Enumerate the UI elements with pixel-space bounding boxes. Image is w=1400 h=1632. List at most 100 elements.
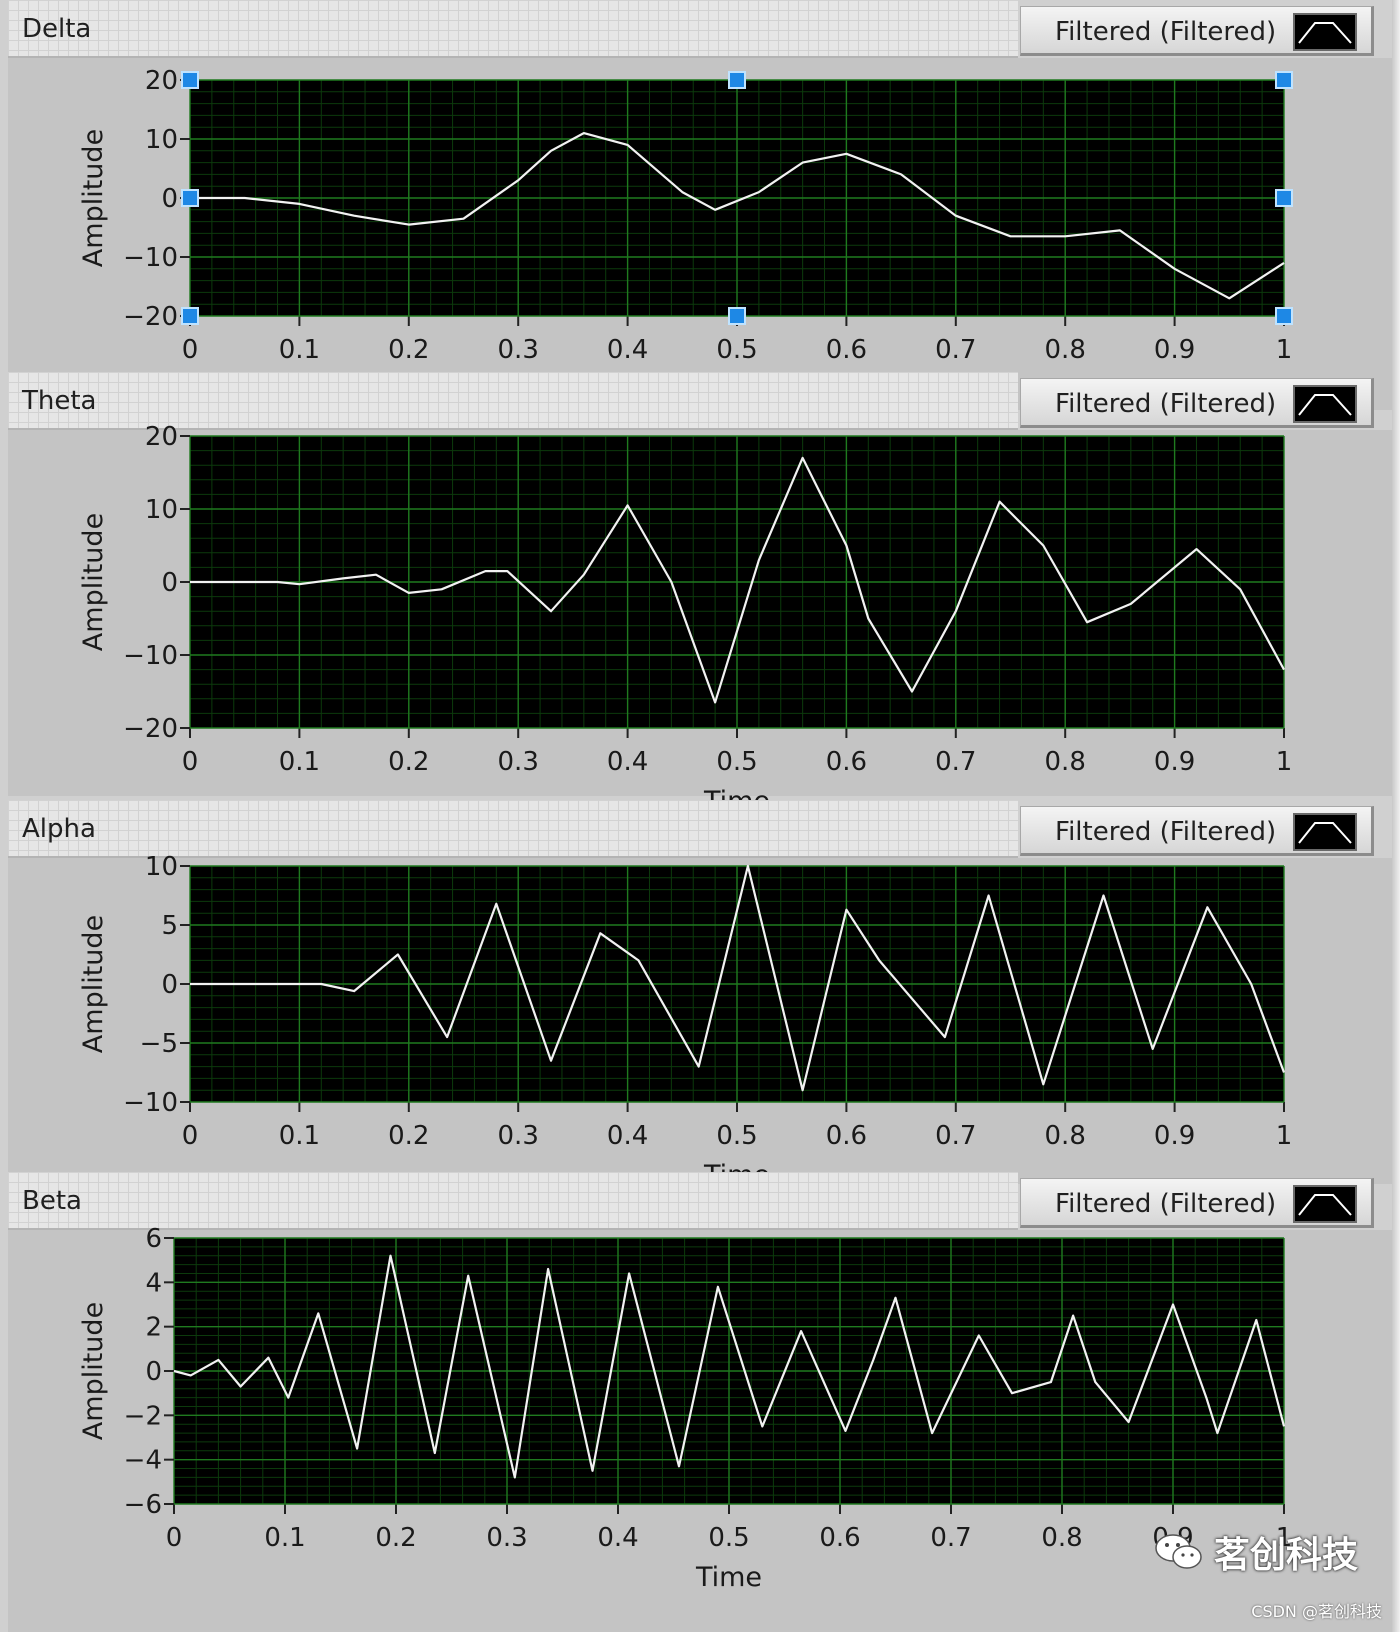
- x-tick-label: 0.5: [716, 747, 757, 777]
- line-chart-delta: 0 0.1 0.2 0.3 0.4 0.5 0.6 0.7 0.8 0.9 1 20 10 0 −10 −20…: [78, 66, 1293, 405]
- x-tick-label: 0.7: [930, 1523, 971, 1553]
- y-tick-label: −20: [123, 302, 178, 332]
- x-tick-label: 0.1: [279, 747, 320, 777]
- x-tick-label: 0.8: [1045, 1121, 1086, 1151]
- window-right-edge: [1392, 0, 1400, 1632]
- x-tick-label: 0.1: [279, 335, 320, 365]
- x-tick-label: 0: [182, 335, 199, 365]
- x-tick-label: 0.3: [498, 1121, 539, 1151]
- x-tick-label: 0.3: [498, 335, 539, 365]
- x-tick-label: 0.7: [935, 335, 976, 365]
- plot-body: 00.10.20.30.40.50.60.70.80.916420−2−4−6T…: [8, 1224, 1392, 1632]
- y-tick-label: 20: [145, 66, 178, 96]
- x-tick-label: 0.6: [819, 1523, 860, 1553]
- y-tick-label: 4: [145, 1268, 162, 1298]
- plot-legend[interactable]: Filtered (Filtered): [1020, 378, 1374, 428]
- y-tick-label: −10: [123, 243, 178, 273]
- legend-label: Filtered (Filtered): [1055, 817, 1277, 847]
- x-tick-label: 0.2: [388, 335, 429, 365]
- x-tick-label: 0.2: [375, 1523, 416, 1553]
- plot-legend[interactable]: Filtered (Filtered): [1020, 6, 1374, 56]
- resize-handle[interactable]: [181, 307, 199, 325]
- legend-swatch-icon[interactable]: [1293, 813, 1357, 851]
- chart-panel-theta: Theta Filtered (Filtered) 0 0.1 0.2 0.3 0.4 0…: [0, 372, 1392, 817]
- y-axis-title: Amplitude: [78, 915, 109, 1053]
- x-tick-label: 0.5: [716, 335, 757, 365]
- y-tick-label: 0: [161, 184, 178, 214]
- x-tick-label: 0.6: [826, 1121, 867, 1151]
- x-tick-label: 0.2: [388, 1121, 429, 1151]
- chart-title: Alpha: [22, 814, 96, 844]
- y-tick-label: −2: [124, 1401, 162, 1431]
- y-tick-label: 10: [145, 495, 178, 525]
- x-tick-label: 0.8: [1041, 1523, 1082, 1553]
- y-tick-label: 0: [145, 1357, 162, 1387]
- x-tick-label: 0.6: [826, 747, 867, 777]
- resize-handle[interactable]: [1275, 189, 1293, 207]
- x-tick-label: 0.2: [388, 747, 429, 777]
- watermark: 茗创科技: [1154, 1526, 1358, 1578]
- y-tick-label: −10: [123, 1088, 178, 1118]
- chart-panel-delta: Delta Filtered (Filtered) 0 0.1 0.2 0.3 0.4 0…: [0, 0, 1392, 410]
- resize-handle[interactable]: [1275, 71, 1293, 89]
- x-tick-label: 0.3: [498, 747, 539, 777]
- y-tick-label: 10: [145, 125, 178, 155]
- x-tick-label: 0.4: [607, 747, 648, 777]
- resize-handle[interactable]: [1275, 307, 1293, 325]
- x-tick-label: 0.8: [1045, 335, 1086, 365]
- x-tick-label: 0.7: [935, 747, 976, 777]
- x-tick-label: 0: [182, 1121, 199, 1151]
- watermark-brand: 茗创科技: [1213, 1535, 1358, 1576]
- resize-handle[interactable]: [728, 307, 746, 325]
- resize-handle[interactable]: [728, 71, 746, 89]
- chart-panel-beta: Beta Filtered (Filtered) 0 0.1 0.2 0.3 0.4 0.…: [0, 1172, 1392, 1632]
- x-tick-label: 0.1: [279, 1121, 320, 1151]
- chart-title: Delta: [22, 14, 92, 44]
- legend-label: Filtered (Filtered): [1055, 389, 1277, 419]
- panel-header: Beta: [8, 1172, 1018, 1231]
- legend-label: Filtered (Filtered): [1055, 1189, 1277, 1219]
- y-tick-label: 10: [145, 852, 178, 882]
- y-tick-label: 5: [161, 911, 178, 941]
- x-tick-label: 0.4: [607, 335, 648, 365]
- y-tick-label: −6: [124, 1490, 162, 1520]
- legend-swatch-icon[interactable]: [1293, 13, 1357, 51]
- y-tick-label: 6: [145, 1224, 162, 1254]
- x-tick-label: 0: [182, 747, 199, 777]
- panel-header: Theta: [8, 372, 1018, 431]
- x-tick-label: 1: [1276, 335, 1293, 365]
- line-chart-alpha: 00.10.20.30.40.50.60.70.80.911050−5−10Ti…: [78, 852, 1293, 1191]
- legend-swatch-icon[interactable]: [1293, 385, 1357, 423]
- plot-body: 0 0.1 0.2 0.3 0.4 0.5 0.6 0.7 0.8 0.9 1 20 10 0 −10 −20…: [8, 422, 1392, 817]
- plot-legend[interactable]: Filtered (Filtered): [1020, 1178, 1374, 1228]
- x-tick-label: 0.6: [826, 335, 867, 365]
- y-tick-label: −4: [124, 1446, 162, 1476]
- line-chart-theta: 0 0.1 0.2 0.3 0.4 0.5 0.6 0.7 0.8 0.9 1 20 10 0 −10 −20…: [78, 422, 1293, 817]
- x-tick-label: 0.9: [1154, 747, 1195, 777]
- x-tick-label: 0.9: [1154, 1121, 1195, 1151]
- x-tick-label: 0.3: [486, 1523, 527, 1553]
- plot-body: 0 0.1 0.2 0.3 0.4 0.5 0.6 0.7 0.8 0.9 1 20 10 0 −10 −20…: [8, 58, 1392, 410]
- x-tick-label: 0: [166, 1523, 183, 1553]
- panel-header: Delta: [8, 0, 1018, 59]
- plot-legend[interactable]: Filtered (Filtered): [1020, 806, 1374, 856]
- chart-panel-alpha: Alpha Filtered (Filtered) 0 0.1 0.2 0.3 0.4 0…: [0, 800, 1392, 1191]
- x-tick-label: 0.4: [607, 1121, 648, 1151]
- chart-title: Beta: [22, 1186, 82, 1216]
- legend-swatch-icon[interactable]: [1293, 1185, 1357, 1223]
- resize-handle[interactable]: [181, 71, 199, 89]
- watermark-source: CSDN @茗创科技: [1251, 1602, 1382, 1621]
- x-tick-label: 0.4: [597, 1523, 638, 1553]
- x-tick-label: 1: [1276, 747, 1293, 777]
- panel-header: Alpha: [8, 800, 1018, 859]
- x-tick-label: 0.7: [935, 1121, 976, 1151]
- resize-handle[interactable]: [181, 189, 199, 207]
- series-line: [173, 1254, 1286, 1479]
- x-tick-label: 0.5: [708, 1523, 749, 1553]
- x-tick-label: 0.8: [1045, 747, 1086, 777]
- y-tick-label: 20: [145, 422, 178, 452]
- line-chart-beta: 00.10.20.30.40.50.60.70.80.916420−2−4−6T…: [78, 1224, 1292, 1593]
- chart-title: Theta: [22, 386, 97, 416]
- x-tick-label: 1: [1276, 1121, 1293, 1151]
